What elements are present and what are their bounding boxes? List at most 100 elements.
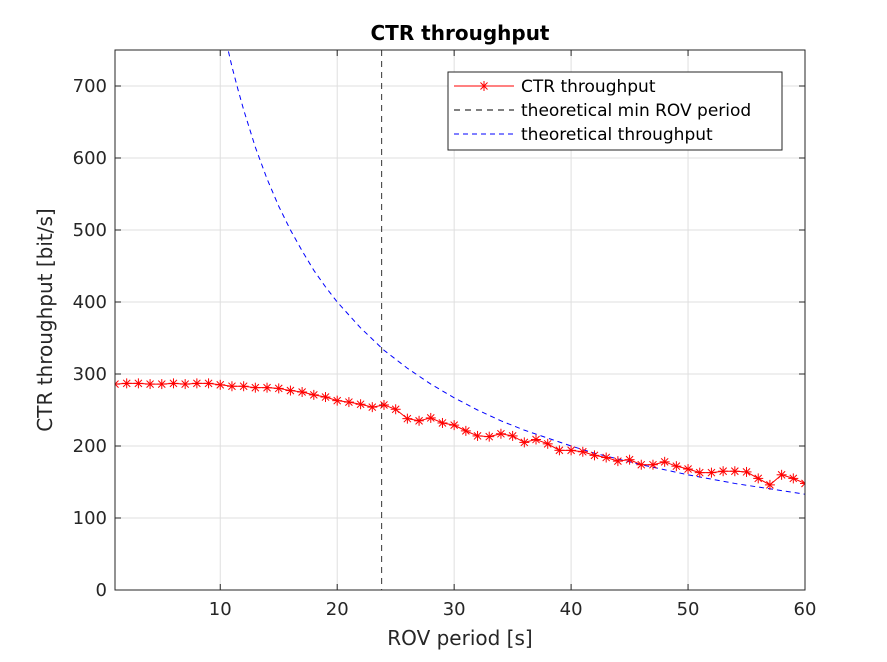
ctr-throughput-point-18 bbox=[308, 389, 319, 400]
ctr-throughput-point-43 bbox=[601, 452, 612, 463]
legend-box bbox=[447, 71, 783, 151]
ctr-throughput-point-35-d2 bbox=[508, 432, 517, 440]
ctr-throughput-point-40 bbox=[566, 445, 577, 456]
x-tick-label-30: 30 bbox=[443, 599, 466, 620]
ctr-throughput-point-28-d2 bbox=[426, 414, 435, 422]
ctr-throughput-point-13-d2 bbox=[251, 383, 260, 392]
ctr-throughput-point-37 bbox=[531, 434, 542, 445]
ctr-throughput-point-17 bbox=[297, 387, 308, 397]
ctr-throughput-point-25 bbox=[390, 404, 401, 415]
ctr-throughput-point-16 bbox=[285, 385, 296, 396]
y-tick-label-200: 200 bbox=[73, 436, 107, 457]
ctr-throughput-point-36-d2 bbox=[520, 438, 529, 447]
x-tick-label-40: 40 bbox=[560, 599, 583, 620]
ctr-throughput-point-47 bbox=[647, 459, 658, 470]
y-tick-label-0: 0 bbox=[96, 580, 107, 601]
ctr-throughput-point-49 bbox=[671, 461, 682, 472]
ctr-throughput-point-58-d2 bbox=[777, 470, 786, 479]
ctr-throughput-point-48-d2 bbox=[660, 457, 669, 466]
ctr-throughput-point-25-d2 bbox=[391, 405, 400, 414]
ctr-throughput-point-34-d2 bbox=[497, 429, 505, 438]
ctr-throughput-point-23-d2 bbox=[368, 403, 377, 412]
ctr-throughput-point-22 bbox=[355, 399, 366, 410]
ctr-throughput-point-30-d2 bbox=[450, 421, 459, 430]
ctr-throughput-point-47-d2 bbox=[649, 460, 657, 469]
ctr-throughput-point-59-d2 bbox=[789, 474, 798, 483]
ctr-throughput-point-55-d2 bbox=[742, 468, 751, 476]
ctr-throughput-point-9 bbox=[203, 378, 214, 389]
ctr-throughput-point-6 bbox=[168, 378, 179, 389]
ctr-throughput-point-45-d2 bbox=[625, 455, 634, 464]
ctr-throughput-point-16-d2 bbox=[286, 386, 295, 395]
ctr-throughput-point-54 bbox=[729, 466, 740, 477]
ctr-throughput-point-59 bbox=[788, 473, 799, 484]
ctr-throughput-point-5 bbox=[156, 379, 167, 390]
ctr-throughput-point-28 bbox=[425, 412, 436, 423]
ctr-throughput-point-38-d2 bbox=[543, 439, 552, 448]
ctr-throughput-point-45 bbox=[624, 454, 635, 465]
legend-label-ctr-throughput: CTR throughput bbox=[521, 77, 656, 97]
ctr-throughput-point-44 bbox=[612, 456, 623, 467]
x-tick-label-10: 10 bbox=[209, 599, 232, 620]
ctr-throughput-point-12 bbox=[238, 381, 249, 392]
legend-marker-ctr-throughput-d2 bbox=[480, 82, 488, 90]
ctr-throughput-point-19 bbox=[320, 392, 331, 403]
ctr-throughput-point-35 bbox=[507, 430, 518, 441]
ctr-throughput-point-57-d2 bbox=[766, 480, 774, 489]
ctr-throughput-point-14-d2 bbox=[263, 383, 271, 392]
ctr-throughput-point-34 bbox=[495, 428, 506, 439]
y-axis-label: CTR throughput [bit/s] bbox=[33, 208, 57, 431]
ctr-throughput-point-42-d2 bbox=[590, 451, 599, 460]
ctr-throughput-point-7 bbox=[180, 379, 191, 390]
ctr-throughput-point-52-d2 bbox=[707, 468, 716, 477]
y-tick-label-100: 100 bbox=[73, 508, 107, 529]
ctr-throughput-point-21-d2 bbox=[345, 398, 353, 406]
ctr-throughput-point-33-d2 bbox=[485, 432, 494, 441]
ctr-throughput-point-48 bbox=[659, 456, 670, 467]
ctr-throughput-point-7-d2 bbox=[181, 380, 190, 388]
ctr-throughput-point-32 bbox=[472, 430, 483, 441]
ctr-throughput-point-51 bbox=[694, 467, 705, 478]
ctr-throughput-point-42 bbox=[589, 450, 600, 461]
ctr-throughput-point-13 bbox=[250, 382, 261, 393]
ctr-throughput-point-1-d2 bbox=[115, 380, 119, 385]
ctr-throughput-point-39-d2 bbox=[555, 446, 564, 455]
ctr-throughput-point-9-d2 bbox=[204, 379, 213, 388]
ctr-throughput-point-50-d2 bbox=[684, 465, 692, 473]
ctr-throughput-point-2-d2 bbox=[122, 379, 131, 388]
ctr-throughput-point-60 bbox=[800, 478, 805, 489]
ctr-throughput-point-12-d2 bbox=[239, 382, 248, 391]
x-axis-label: ROV period [s] bbox=[387, 626, 532, 650]
ctr-throughput-point-46-d2 bbox=[637, 460, 646, 469]
ctr-throughput-point-22-d2 bbox=[356, 400, 365, 409]
ctr-throughput-point-26-d2 bbox=[403, 414, 412, 423]
ctr-throughput-point-24-d2 bbox=[380, 401, 388, 409]
ctr-throughput-point-15 bbox=[273, 383, 284, 394]
ctr-throughput-point-27-d2 bbox=[415, 416, 423, 425]
ctr-throughput-point-55 bbox=[741, 466, 752, 477]
ctr-throughput-point-14 bbox=[262, 382, 273, 393]
ctr-throughput-point-11-d2 bbox=[228, 382, 236, 391]
ctr-throughput-point-27 bbox=[414, 415, 425, 426]
ctr-throughput-point-10 bbox=[215, 379, 226, 390]
ctr-throughput-point-57 bbox=[764, 479, 775, 490]
ctr-throughput-point-43-d2 bbox=[602, 453, 611, 462]
ctr-throughput-point-26 bbox=[402, 413, 413, 424]
ctr-throughput-point-49-d2 bbox=[672, 462, 681, 471]
y-tick-label-500: 500 bbox=[73, 220, 107, 241]
ctr-throughput-point-56 bbox=[753, 473, 764, 484]
legend: CTR throughput theoretical min ROV perio… bbox=[447, 71, 783, 151]
ctr-throughput-point-41-d2 bbox=[578, 447, 587, 456]
ctr-throughput-point-52 bbox=[706, 467, 717, 478]
ctr-throughput-point-19-d2 bbox=[321, 393, 330, 401]
x-tick-label-20: 20 bbox=[326, 599, 349, 620]
ctr-throughput-point-1-d1 bbox=[115, 383, 119, 388]
ctr-throughput-point-15-d2 bbox=[274, 384, 283, 393]
ctr-throughput-point-30 bbox=[449, 420, 460, 431]
plot-frame bbox=[114, 49, 806, 591]
y-tick-label-700: 700 bbox=[73, 76, 107, 97]
ctr-throughput-point-44-d2 bbox=[613, 457, 622, 466]
ctr-throughput-point-29 bbox=[437, 417, 448, 428]
ctr-throughput-point-24 bbox=[378, 399, 389, 410]
